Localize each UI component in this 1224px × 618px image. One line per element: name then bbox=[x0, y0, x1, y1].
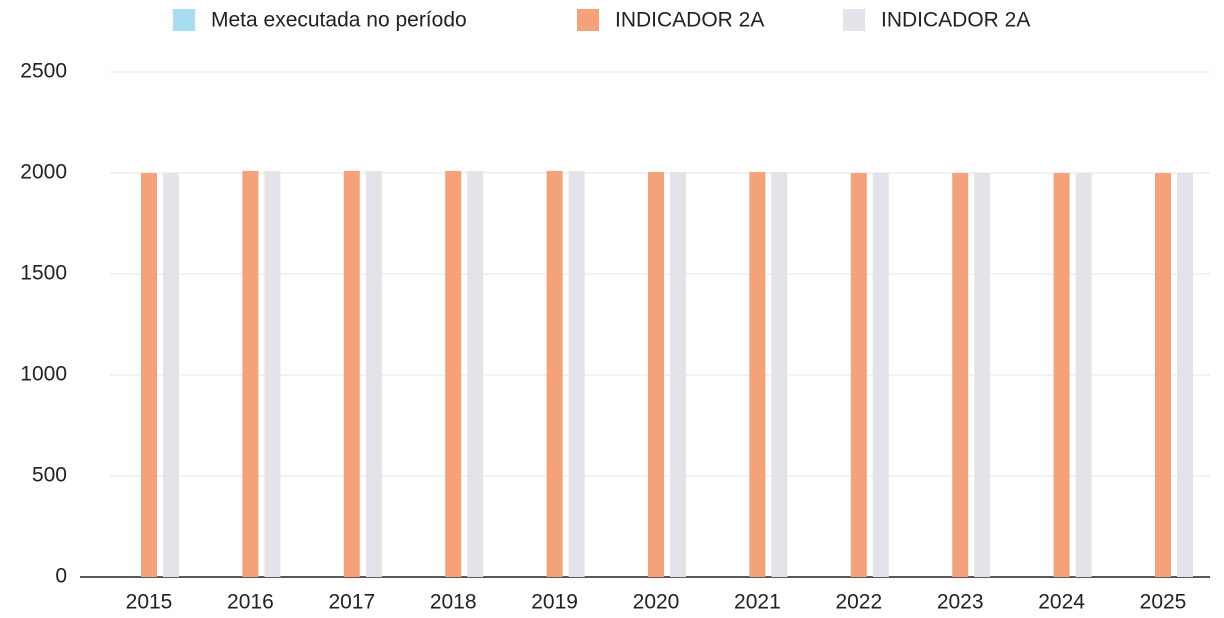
x-tick-label: 2020 bbox=[633, 591, 680, 614]
legend-label: INDICADOR 2A bbox=[881, 9, 1030, 32]
bar bbox=[1075, 173, 1092, 577]
bar bbox=[952, 173, 969, 577]
bar bbox=[546, 170, 563, 578]
y-tick-label: 1500 bbox=[20, 262, 67, 285]
bar bbox=[749, 171, 766, 578]
bar bbox=[974, 173, 991, 577]
bar bbox=[670, 171, 686, 578]
bar bbox=[445, 170, 462, 578]
y-tick-label: 0 bbox=[55, 565, 67, 588]
bar bbox=[343, 170, 360, 578]
bar bbox=[568, 170, 585, 578]
x-tick-label: 2024 bbox=[1038, 591, 1085, 614]
bar bbox=[1053, 173, 1070, 577]
bar bbox=[1177, 173, 1193, 577]
y-tick-label: 1000 bbox=[20, 363, 67, 386]
bar bbox=[648, 171, 664, 578]
y-tick-label: 500 bbox=[32, 464, 67, 487]
legend-swatch bbox=[843, 9, 865, 31]
bar bbox=[163, 173, 179, 577]
y-tick-label: 2500 bbox=[20, 60, 67, 83]
x-tick-label: 2025 bbox=[1140, 591, 1187, 614]
bar bbox=[141, 173, 157, 577]
x-tick-label: 2023 bbox=[937, 591, 984, 614]
x-tick-label: 2021 bbox=[734, 591, 781, 614]
legend-swatch bbox=[173, 9, 195, 31]
x-tick-label: 2018 bbox=[430, 591, 477, 614]
bar bbox=[264, 170, 281, 578]
x-tick-label: 2019 bbox=[531, 591, 578, 614]
legend-label: Meta executada no período bbox=[211, 9, 467, 32]
bar bbox=[872, 173, 889, 577]
x-tick-label: 2015 bbox=[126, 591, 173, 614]
bar bbox=[242, 170, 259, 578]
x-tick-label: 2017 bbox=[328, 591, 375, 614]
x-tick-label: 2022 bbox=[835, 591, 882, 614]
bar bbox=[365, 170, 382, 578]
bar bbox=[771, 171, 788, 578]
x-tick-label: 2016 bbox=[227, 591, 274, 614]
bar bbox=[467, 170, 484, 578]
legend-label: INDICADOR 2A bbox=[615, 9, 764, 32]
bar bbox=[850, 173, 867, 577]
legend-swatch bbox=[577, 9, 599, 31]
y-tick-label: 2000 bbox=[20, 161, 67, 184]
bar bbox=[1155, 173, 1171, 577]
